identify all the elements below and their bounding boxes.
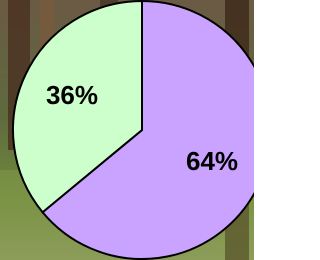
- chart: 64% 36%: [0, 0, 254, 260]
- page: {"chart_data": {"type": "pie", "values":…: [0, 0, 320, 260]
- slice-label: 64%: [186, 146, 238, 176]
- slice-label: 36%: [46, 80, 98, 110]
